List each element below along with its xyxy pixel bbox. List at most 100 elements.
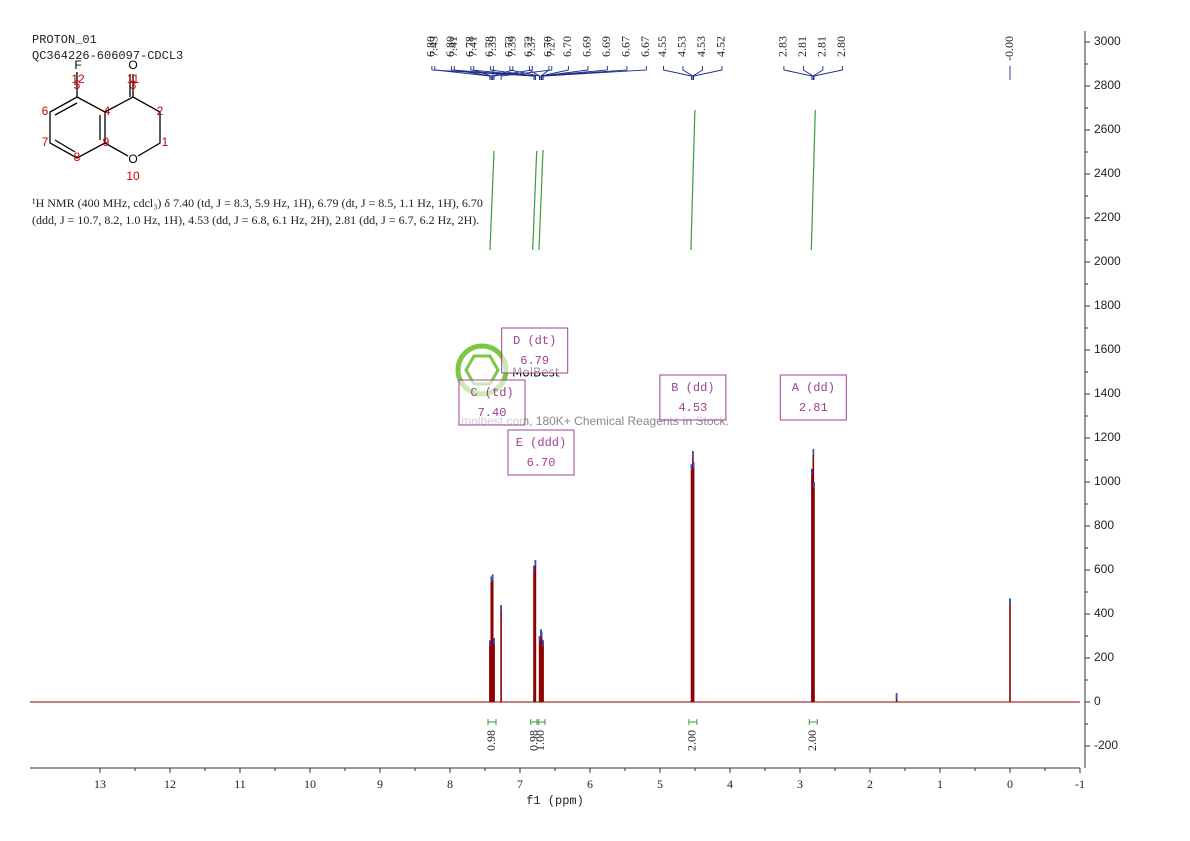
x-tick-label: 5 — [657, 777, 663, 791]
peak-label: 7.43 — [427, 36, 441, 57]
x-tick-label: -1 — [1075, 777, 1085, 791]
peak-connector — [692, 66, 703, 80]
peak-label: 6.72 — [521, 36, 535, 57]
peak-connector — [812, 66, 824, 80]
x-tick-label: 9 — [377, 777, 383, 791]
peak-connector — [693, 66, 723, 80]
atom-number: 2 — [157, 104, 164, 118]
y-tick-label: 2400 — [1094, 166, 1121, 180]
peak-label: 6.80 — [443, 36, 457, 57]
x-tick-label: 0 — [1007, 777, 1013, 791]
integral-label: 2.00 — [805, 730, 819, 751]
peak-label: 7.27 — [544, 36, 558, 57]
peak-connector — [663, 66, 692, 80]
peak-connector — [528, 66, 541, 80]
peak-label: 7.41 — [466, 36, 480, 57]
peak-label: 2.83 — [776, 36, 790, 57]
peak-label: 6.78 — [463, 36, 477, 57]
multiplet-box — [779, 374, 847, 421]
x-tick-label: 11 — [234, 777, 246, 791]
description: (ddd, J = 10.7, 8.2, 1.0 Hz, 1H), 4.53 (… — [32, 213, 479, 227]
atom-number: 12 — [71, 72, 85, 86]
peak-connector — [813, 66, 843, 80]
x-tick-label: 2 — [867, 777, 873, 791]
multiplet-shift: 4.53 — [678, 401, 707, 415]
multiplet-name: B (dd) — [671, 381, 714, 395]
x-tick-label: 6 — [587, 777, 593, 791]
peak-label: 7.41 — [446, 36, 460, 57]
peak-connector — [540, 66, 550, 80]
peak-label: 6.67 — [638, 36, 652, 57]
integral-bracket — [536, 719, 546, 725]
peak-label: 6.80 — [424, 36, 438, 57]
atom-label: O — [128, 152, 137, 166]
y-tick-label: -200 — [1094, 738, 1118, 752]
y-tick-label: 0 — [1094, 694, 1101, 708]
integral-label: 0.98 — [526, 730, 540, 751]
peak-label: 6.70 — [541, 36, 555, 57]
integral-curve — [532, 150, 538, 251]
peak-label: 7.39 — [505, 36, 519, 57]
multiplet-box — [507, 429, 575, 476]
chart-subtitle: QC364226-606097-CDCL3 — [32, 49, 183, 63]
integral-curve — [489, 150, 495, 251]
x-tick-label: 12 — [164, 777, 176, 791]
multiplet-name: D (dt) — [513, 334, 556, 348]
multiplet-box — [659, 374, 727, 421]
integral-curve — [690, 109, 696, 251]
peak-label: 6.67 — [619, 36, 633, 57]
x-tick-label: 10 — [304, 777, 316, 791]
peak-connector — [431, 66, 535, 80]
peak-label: 6.72 — [502, 36, 516, 57]
y-tick-label: 800 — [1094, 518, 1114, 532]
peak-label: 2.81 — [815, 36, 829, 57]
peak-label: 4.55 — [655, 36, 669, 57]
integral-bracket — [808, 719, 818, 725]
multiplet-shift: 7.40 — [478, 406, 507, 420]
integral-label: 0.98 — [484, 730, 498, 751]
atom-number: 3 — [130, 78, 137, 92]
peak-label: 4.53 — [675, 36, 689, 57]
atom-label: F — [74, 58, 81, 72]
peak-label: 4.52 — [714, 36, 728, 57]
peak-connector — [489, 66, 536, 80]
peak-label: 6.69 — [599, 36, 613, 57]
peak-connector — [541, 66, 608, 80]
x-tick-label: 4 — [727, 777, 733, 791]
y-tick-label: 200 — [1094, 650, 1114, 664]
peak-connector — [434, 66, 491, 80]
peak-connector — [540, 66, 569, 80]
x-tick-label: 7 — [517, 777, 523, 791]
multiplet-name: E (ddd) — [516, 436, 566, 450]
description: ¹H NMR (400 MHz, cdcl₃) δ 7.40 (td, J = … — [32, 196, 483, 210]
x-tick-label: 1 — [937, 777, 943, 791]
integral-bracket — [688, 719, 698, 725]
y-tick-label: 2800 — [1094, 78, 1121, 92]
integral-label: 1.00 — [533, 730, 547, 751]
peak-label: 4.53 — [694, 36, 708, 57]
atom-number: 10 — [126, 169, 140, 183]
multiplet-name: C (td) — [470, 386, 513, 400]
atom-label: O — [128, 58, 137, 72]
y-tick-label: 1800 — [1094, 298, 1121, 312]
y-tick-label: 2000 — [1094, 254, 1121, 268]
atom-number: 4 — [104, 104, 111, 118]
y-tick-label: 3000 — [1094, 34, 1121, 48]
peak-label: 6.78 — [482, 36, 496, 57]
y-tick-label: 2600 — [1094, 122, 1121, 136]
structure-bonds — [49, 72, 161, 159]
peak-label: 7.39 — [485, 36, 499, 57]
y-tick-label: 1000 — [1094, 474, 1121, 488]
atom-number: 9 — [103, 135, 110, 149]
x-tick-label: 8 — [447, 777, 453, 791]
integral-bracket — [487, 719, 497, 725]
peak-label: 7.37 — [524, 36, 538, 57]
peak-connector — [542, 66, 647, 80]
y-tick-label: 600 — [1094, 562, 1114, 576]
atom-number: 1 — [162, 135, 169, 149]
integral-label: 2.00 — [685, 730, 699, 751]
multiplet-box — [501, 327, 569, 374]
atom-number: 6 — [42, 104, 49, 118]
peak-connector — [783, 66, 813, 80]
